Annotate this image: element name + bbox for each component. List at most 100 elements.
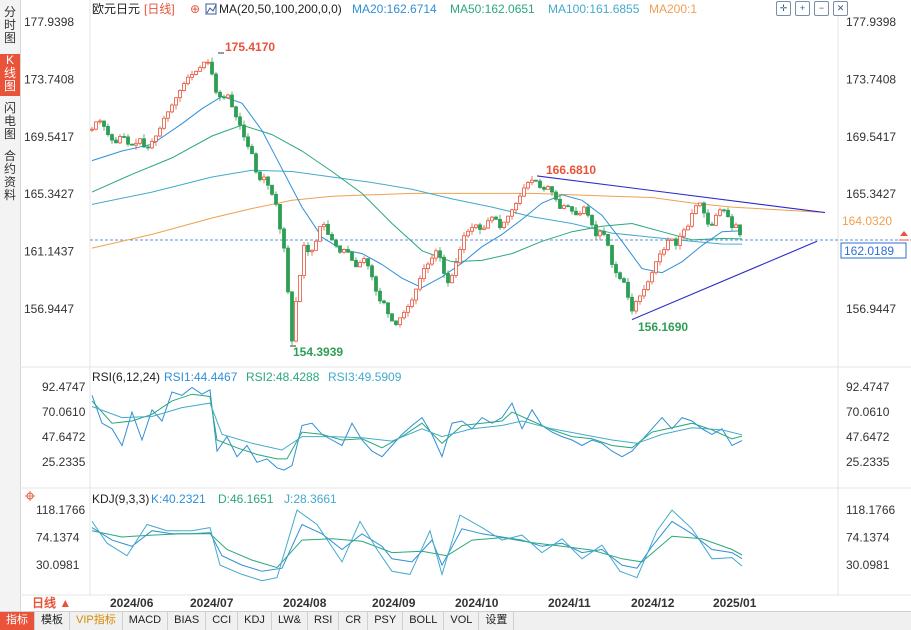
candle-body [290, 291, 294, 342]
candle-body [238, 116, 242, 126]
ma20-line [91, 95, 743, 289]
indicator-tab[interactable]: BIAS [168, 612, 207, 630]
candle-body [306, 244, 310, 253]
candle-body [334, 239, 338, 247]
indicator-tab[interactable]: 设置 [479, 612, 515, 630]
candle-body [506, 215, 510, 223]
rsi-tick-right: 47.6472 [846, 430, 890, 444]
candle-body [614, 264, 618, 274]
indicator-tab[interactable]: 指标 [0, 612, 35, 630]
candle-body [158, 127, 162, 137]
close-icon[interactable]: ✕ [833, 1, 848, 16]
price-tick-left: 169.5417 [24, 130, 74, 144]
sidebar-item-contract-info[interactable]: 合 约 资 料 [3, 149, 16, 202]
time-axis-label: 2024/07 [190, 596, 234, 610]
candle-body [534, 179, 538, 182]
ma-settings-icon[interactable]: ⊕ [190, 2, 200, 16]
candle-body [142, 138, 146, 148]
candle-body [134, 142, 138, 146]
candle-body [150, 141, 154, 149]
time-axis-label: 2025/01 [713, 596, 757, 610]
candle-body [450, 275, 454, 284]
candle-body [494, 216, 498, 220]
lower-trendline[interactable] [631, 240, 818, 321]
candle-body [702, 202, 706, 214]
period-label[interactable]: [日线] [144, 2, 175, 16]
candle-body [626, 281, 630, 298]
candle-body [670, 238, 674, 241]
candle-body [686, 225, 690, 231]
candle-body [362, 258, 366, 263]
indicator-tab[interactable]: 模板 [35, 612, 70, 630]
sidebar-item-timeshare[interactable]: 分 时 图 [3, 5, 16, 45]
candle-body [414, 288, 418, 301]
candle-body [250, 146, 254, 155]
indicator-tab[interactable]: VOL [444, 612, 480, 630]
candle-body [350, 251, 354, 261]
rsi3-value: RSI3:49.5909 [328, 370, 402, 384]
candle-body [726, 209, 730, 218]
upper-trendline[interactable] [536, 175, 826, 214]
indicator-tab[interactable]: RSI [308, 612, 340, 630]
candle-body [110, 134, 114, 141]
ma100-value: MA100:161.6855 [548, 2, 640, 16]
candle-body [546, 186, 550, 190]
price-alert-icon[interactable] [900, 231, 908, 236]
indicator-tab[interactable]: VIP指标 [70, 612, 123, 630]
candle-body [338, 245, 342, 253]
candle-body [558, 198, 562, 209]
candle-body [682, 229, 686, 237]
rsi-tick-left: 47.6472 [42, 430, 86, 444]
zoom-out-icon[interactable]: − [814, 1, 829, 16]
candle-body [246, 136, 250, 147]
indicator-tab[interactable]: CR [339, 612, 369, 630]
candle-body [734, 224, 738, 228]
chart-canvas[interactable]: 欧元日元 [日线] ⊕ MA(20,50,100,200,0,0) MA20:1… [0, 0, 911, 611]
candle-body [566, 205, 570, 208]
candle-body [130, 143, 134, 146]
candle-body [638, 295, 642, 302]
crosshair-icon[interactable]: ✛ [776, 1, 791, 16]
candle-body [574, 210, 578, 216]
ma200-value: MA200:1 [649, 2, 697, 16]
candle-body [254, 153, 258, 173]
ma-indicator-icon[interactable] [205, 3, 217, 15]
indicator-tab[interactable]: KDJ [238, 612, 272, 630]
rsi-line-rsi3 [91, 402, 743, 451]
period-selector[interactable]: 日线 ▲ [32, 595, 71, 610]
ma200-line [91, 192, 820, 249]
symbol-title: 欧元日元 [92, 2, 140, 16]
sidebar-item-kline[interactable]: K 线 图 [0, 54, 20, 96]
candle-body [598, 230, 602, 237]
candle-body [654, 261, 658, 274]
candle-body [114, 139, 118, 144]
candle-body [394, 320, 398, 326]
price-tick-right: 169.5417 [846, 130, 896, 144]
indicator-tab[interactable]: LW& [272, 612, 308, 630]
rsi-tick-left: 92.4747 [42, 380, 86, 394]
candle-body [98, 120, 102, 123]
price-tick-left: 165.3427 [24, 187, 74, 201]
indicator-tab[interactable]: MACD [123, 612, 169, 630]
candle-body [366, 258, 370, 267]
candle-body [678, 235, 682, 246]
candle-body [618, 272, 622, 280]
rsi-tick-left: 25.2335 [42, 455, 86, 469]
candle-body [634, 301, 638, 312]
candle-body [586, 206, 590, 216]
candle-body [242, 124, 246, 138]
current-price-label: 162.0189 [844, 244, 894, 258]
chart-toolbar: ✛ + − ✕ [776, 1, 848, 16]
rsi-line-rsi1 [91, 386, 743, 471]
candle-body [526, 182, 530, 189]
ma20-value: MA20:162.6714 [352, 2, 437, 16]
candle-body [578, 213, 582, 216]
indicator-tab[interactable]: BOLL [403, 612, 445, 630]
indicator-tab[interactable]: CCI [206, 612, 239, 630]
zoom-in-icon[interactable]: + [795, 1, 810, 16]
candle-body [230, 94, 234, 108]
candle-body [658, 253, 662, 263]
candle-body [646, 281, 650, 290]
sidebar-item-flash[interactable]: 闪 电 图 [3, 101, 16, 141]
indicator-tab[interactable]: PSY [368, 612, 404, 630]
